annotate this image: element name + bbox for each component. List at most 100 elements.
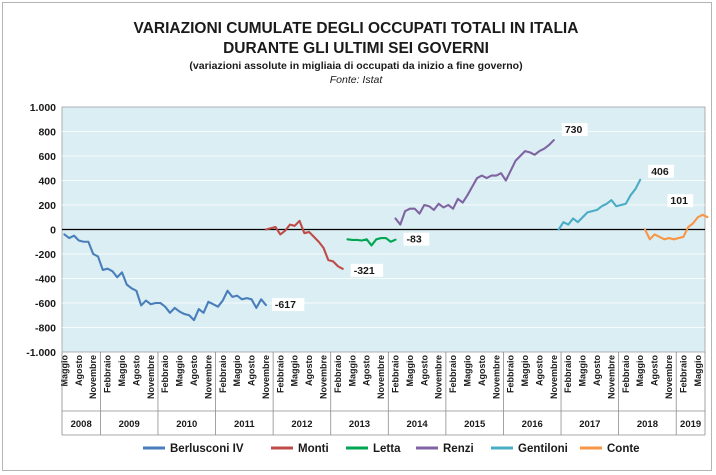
year-label: 2010 bbox=[176, 419, 197, 430]
legend-label: Conte bbox=[607, 443, 640, 455]
end-label-bg bbox=[271, 298, 305, 312]
y-tick-label: 200 bbox=[38, 200, 56, 212]
legend-item-monti: Monti bbox=[271, 443, 329, 455]
month-tick-label: Agosto bbox=[189, 355, 199, 386]
month-tick-label: Novembre bbox=[549, 355, 559, 399]
month-tick-label: Agosto bbox=[247, 355, 257, 386]
month-tick-label: Novembre bbox=[261, 355, 271, 399]
month-tick-label: Maggio bbox=[59, 355, 69, 387]
y-tick-label: 800 bbox=[38, 127, 56, 139]
end-label-text: 406 bbox=[651, 166, 669, 178]
end-label-bg bbox=[667, 194, 694, 208]
end-label-text: -321 bbox=[354, 265, 375, 277]
month-tick-label: Maggio bbox=[520, 355, 530, 387]
legend: Berlusconi IV Monti Letta Renzi Gentiloni Con… bbox=[143, 443, 640, 455]
month-tick-label: Maggio bbox=[175, 355, 185, 387]
legend-item-renzi: Renzi bbox=[416, 443, 474, 455]
end-label-text: 101 bbox=[670, 195, 688, 207]
month-tick-label: Agosto bbox=[362, 355, 372, 386]
year-label: 2009 bbox=[119, 419, 140, 430]
month-tick-label: Febbraio bbox=[390, 355, 400, 394]
x-axis: Maggio Agosto Novembre Febbraio Maggio Agosto… bbox=[59, 352, 706, 436]
y-tick-label: 400 bbox=[38, 176, 56, 188]
month-tick-label: Novembre bbox=[664, 355, 674, 399]
y-axis: 1.000 800 600 400 200 0 -200 -400 -600 -800 -1.000 bbox=[26, 102, 56, 359]
month-tick-label: Novembre bbox=[203, 355, 213, 399]
end-label-berlusconi-iv: -617 bbox=[271, 298, 305, 312]
year-label: 2012 bbox=[291, 419, 312, 430]
end-label-text: 730 bbox=[565, 124, 583, 136]
series-line-renzi bbox=[394, 139, 555, 226]
month-tick-label: Maggio bbox=[462, 355, 472, 387]
end-label-text: -83 bbox=[406, 234, 421, 246]
month-tick-label: Agosto bbox=[304, 355, 314, 386]
end-label-bg bbox=[648, 164, 675, 178]
month-tick-label: Novembre bbox=[319, 355, 329, 399]
end-label-conte: 101 bbox=[667, 194, 694, 208]
end-label-bg bbox=[403, 232, 430, 246]
month-tick-label: Novembre bbox=[376, 355, 386, 399]
legend-label: Berlusconi IV bbox=[170, 443, 244, 455]
year-label: 2013 bbox=[349, 419, 370, 430]
month-tick-label: Maggio bbox=[347, 355, 357, 387]
legend-item-gentiloni: Gentiloni bbox=[491, 443, 568, 455]
end-label-renzi: 730 bbox=[561, 123, 588, 137]
series-line-conte bbox=[643, 213, 709, 241]
legend-item-letta: Letta bbox=[346, 443, 401, 455]
month-tick-label: Novembre bbox=[491, 355, 501, 399]
series-line-gentiloni bbox=[557, 178, 642, 231]
series-line-berlusconi-iv bbox=[63, 233, 267, 322]
y-tick-label: -600 bbox=[35, 298, 56, 310]
series-line-monti bbox=[264, 219, 344, 270]
year-label: 2015 bbox=[464, 419, 486, 430]
year-label: 2008 bbox=[71, 419, 92, 430]
month-tick-label: Febbraio bbox=[218, 355, 228, 394]
month-tick-label: Maggio bbox=[117, 355, 127, 387]
month-tick-label: Agosto bbox=[650, 355, 660, 386]
month-tick-label: Agosto bbox=[74, 355, 84, 386]
chart-source: Fonte: Istat bbox=[330, 74, 384, 86]
y-tick-label: -200 bbox=[35, 249, 56, 261]
month-tick-label: Febbraio bbox=[160, 355, 170, 394]
month-tick-label: Novembre bbox=[434, 355, 444, 399]
month-tick-label: Agosto bbox=[131, 355, 141, 386]
month-tick-label: Maggio bbox=[290, 355, 300, 387]
y-tick-label: -1.000 bbox=[26, 347, 56, 359]
month-tick-label: Febbraio bbox=[621, 355, 631, 394]
end-label-gentiloni: 406 bbox=[648, 164, 675, 178]
y-tick-label: 1.000 bbox=[30, 102, 56, 114]
end-label-bg bbox=[350, 263, 384, 277]
month-tick-label: Maggio bbox=[405, 355, 415, 387]
series-line-letta bbox=[346, 237, 397, 247]
year-label: 2014 bbox=[407, 419, 429, 430]
chart-title-line2: DURANTE GLI ULTIMI SEI GOVERNI bbox=[223, 40, 489, 57]
y-tick-label: 600 bbox=[38, 151, 56, 163]
year-label: 2018 bbox=[637, 419, 658, 430]
month-tick-label: Agosto bbox=[592, 355, 602, 386]
year-label: 2011 bbox=[234, 419, 255, 430]
month-tick-label: Agosto bbox=[477, 355, 487, 386]
year-label: 2016 bbox=[522, 419, 543, 430]
end-label-bg bbox=[561, 123, 588, 137]
chart-svg: VARIAZIONI CUMULATE DEGLI OCCUPATI TOTAL… bbox=[26, 20, 709, 455]
month-tick-label: Febbraio bbox=[448, 355, 458, 394]
end-label-monti: -321 bbox=[350, 263, 384, 277]
y-tick-label: -800 bbox=[35, 323, 56, 335]
year-label: 2019 bbox=[680, 419, 701, 430]
y-tick-label: 0 bbox=[50, 225, 56, 237]
month-tick-label: Febbraio bbox=[506, 355, 516, 394]
legend-label: Gentiloni bbox=[518, 443, 568, 455]
legend-item-berlusconi-iv: Berlusconi IV bbox=[143, 443, 244, 455]
month-tick-label: Febbraio bbox=[563, 355, 573, 394]
month-tick-label: Novembre bbox=[88, 355, 98, 399]
end-label-text: -617 bbox=[275, 299, 296, 311]
end-value-labels: -617 -321 -83 730 406 101 bbox=[271, 123, 694, 312]
year-label: 2017 bbox=[579, 419, 600, 430]
legend-label: Monti bbox=[298, 443, 329, 455]
month-tick-label: Maggio bbox=[693, 355, 703, 387]
legend-item-conte: Conte bbox=[580, 443, 640, 455]
month-tick-label: Febbraio bbox=[103, 355, 113, 394]
end-label-letta: -83 bbox=[403, 232, 430, 246]
chart-frame: VARIAZIONI CUMULATE DEGLI OCCUPATI TOTAL… bbox=[2, 2, 712, 471]
month-tick-label: Febbraio bbox=[275, 355, 285, 394]
